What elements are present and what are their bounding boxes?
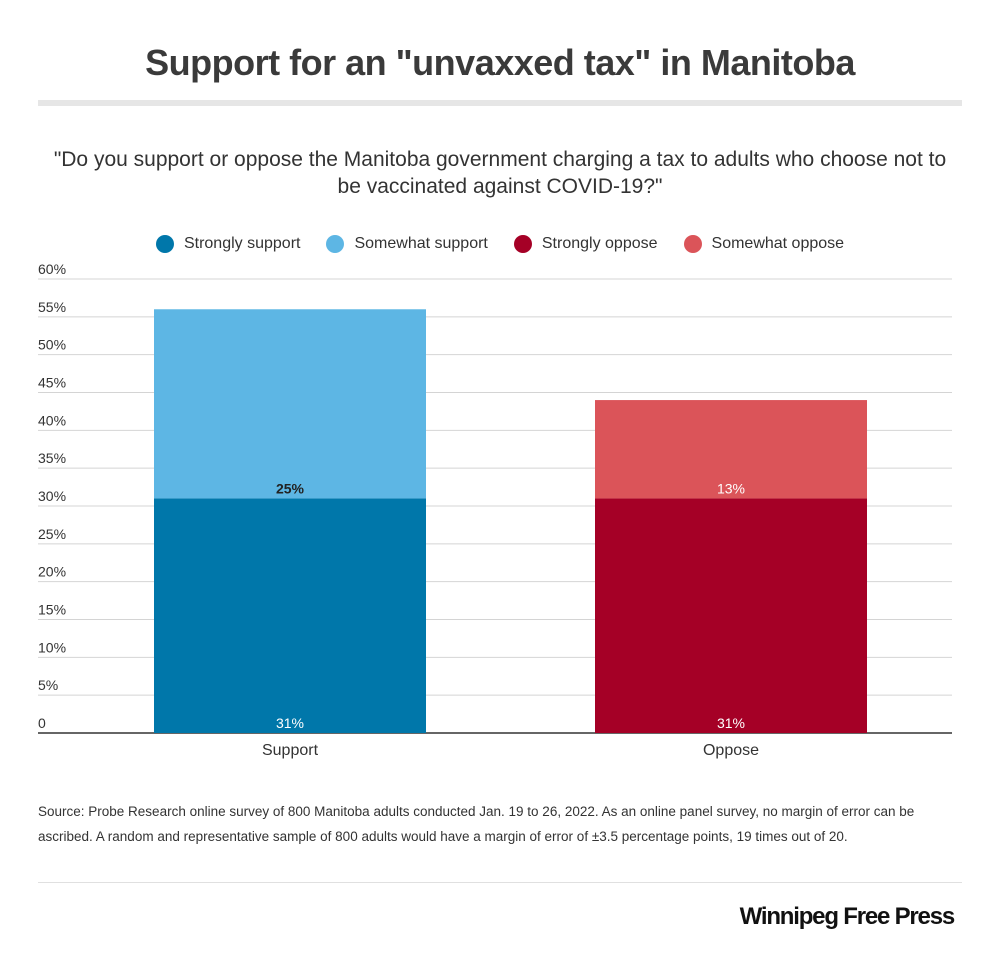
x-tick-label: Support — [262, 742, 319, 759]
title-divider — [38, 100, 962, 106]
bar-segment — [154, 309, 426, 499]
source-note: Source: Probe Research online survey of … — [38, 804, 915, 844]
y-tick-label: 55% — [38, 299, 66, 315]
legend-item-somewhat-oppose: Somewhat oppose — [683, 235, 845, 253]
legend-swatch-strongly-oppose — [513, 235, 532, 253]
bar-segment — [154, 498, 426, 733]
chart-title: Support for an "unvaxxed tax" in Manitob… — [145, 42, 855, 83]
legend-swatch-somewhat-support — [326, 235, 345, 253]
y-tick-label: 30% — [38, 488, 66, 504]
legend-swatch-strongly-support — [155, 235, 174, 253]
x-tick-label: Oppose — [703, 742, 759, 759]
chart-subtitle: "Do you support or oppose the Manitoba g… — [53, 148, 947, 198]
legend-label-somewhat-support: Somewhat support — [354, 235, 488, 252]
y-tick-label: 25% — [38, 526, 66, 542]
y-tick-label: 0 — [38, 715, 46, 731]
legend-label-strongly-oppose: Strongly oppose — [541, 235, 658, 252]
winnipeg-free-press-logo: Winnipeg Free Press — [739, 903, 956, 930]
legend-item-strongly-oppose: Strongly oppose — [513, 235, 658, 253]
y-tick-label: 35% — [38, 450, 66, 466]
legend-item-somewhat-support: Somewhat support — [326, 235, 488, 253]
y-tick-label: 5% — [38, 677, 58, 693]
data-label: 31% — [276, 715, 304, 731]
y-tick-label: 60% — [38, 261, 66, 277]
y-tick-label: 40% — [38, 412, 66, 428]
stacked-bar-chart: 0 5% 10% 15% 20% 25% 30% 35% 40% 45% 50% 55% 60% 31% 2… — [38, 261, 952, 759]
bar-segment — [595, 498, 867, 733]
legend-label-strongly-support: Strongly support — [183, 235, 301, 252]
bar-segment — [595, 400, 867, 499]
y-tick-label: 50% — [38, 337, 66, 353]
legend-item-strongly-support: Strongly support — [155, 235, 301, 253]
data-label: 13% — [717, 480, 745, 496]
chart-legend: Strongly support Somewhat support Strong… — [0, 235, 1000, 253]
y-tick-label: 15% — [38, 602, 66, 618]
data-label: 25% — [276, 480, 305, 496]
data-label: 31% — [717, 715, 745, 731]
footer-divider — [38, 882, 962, 883]
y-tick-label: 45% — [38, 375, 66, 391]
legend-label-somewhat-oppose: Somewhat oppose — [711, 235, 845, 252]
y-tick-label: 20% — [38, 564, 66, 580]
legend-swatch-somewhat-oppose — [683, 235, 702, 253]
y-tick-label: 10% — [38, 639, 66, 655]
